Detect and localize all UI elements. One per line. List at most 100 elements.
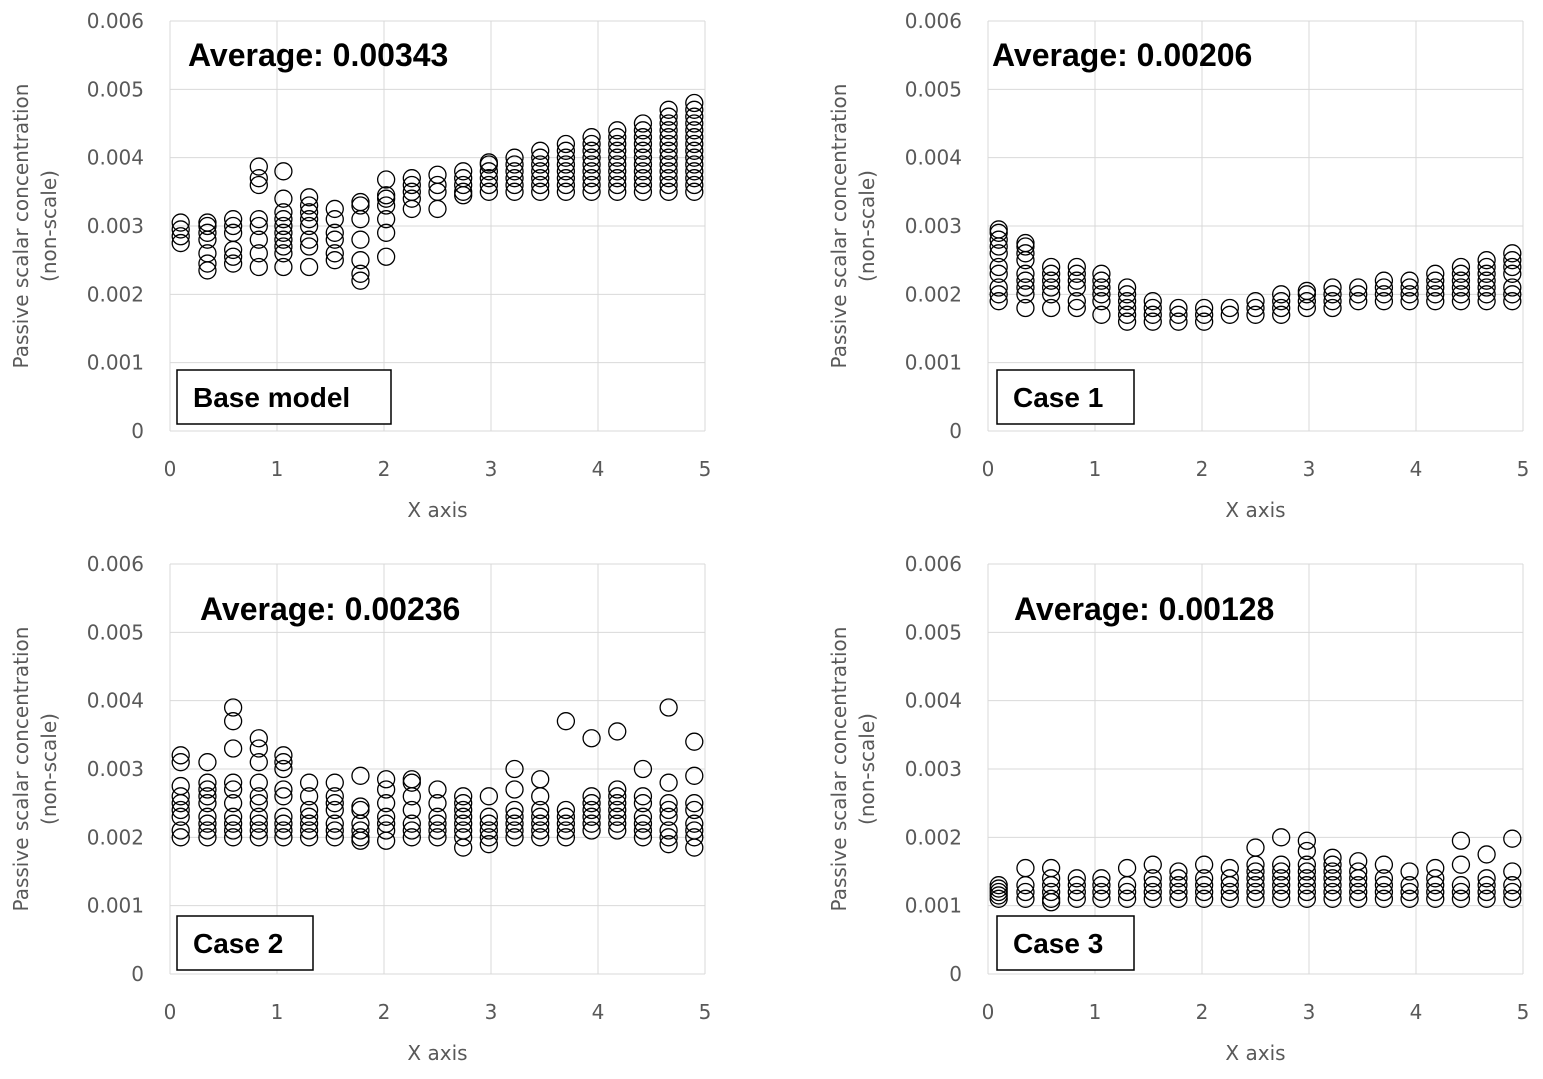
data-point <box>1194 876 1214 895</box>
average-annotation: Average: 0.00236 <box>200 591 460 627</box>
data-point <box>1169 305 1188 324</box>
data-point <box>454 838 473 857</box>
data-point <box>351 800 370 820</box>
data-point <box>249 157 268 176</box>
data-point <box>454 182 473 201</box>
x-tick-label: 0 <box>982 1000 995 1024</box>
data-point <box>633 794 653 813</box>
x-tick-label: 2 <box>378 457 391 481</box>
data-point <box>402 770 421 789</box>
data-point <box>1451 285 1471 304</box>
data-point <box>1016 237 1035 256</box>
data-point <box>376 831 396 850</box>
data-point <box>1323 848 1342 867</box>
data-point <box>989 292 1008 311</box>
y-tick-label: 0.001 <box>905 351 962 375</box>
data-point <box>1374 855 1394 874</box>
data-point <box>1477 278 1496 297</box>
data-point <box>1246 838 1265 857</box>
data-point <box>1041 285 1061 304</box>
data-point <box>1503 244 1522 263</box>
data-point <box>1041 264 1061 283</box>
data-point <box>608 134 627 154</box>
data-point <box>1067 889 1086 908</box>
data-point <box>1297 876 1317 895</box>
data-point <box>989 264 1008 283</box>
data-point <box>505 821 524 840</box>
data-point <box>1477 251 1496 270</box>
data-point <box>198 821 217 840</box>
data-point <box>531 800 550 820</box>
data-point <box>1016 264 1035 283</box>
data-point <box>1067 278 1086 297</box>
data-point <box>223 773 243 792</box>
data-point <box>1297 882 1317 902</box>
data-point <box>1400 862 1419 881</box>
data-point <box>531 770 550 789</box>
data-point <box>1067 298 1086 318</box>
data-point <box>351 210 370 229</box>
data-point <box>1246 298 1265 318</box>
y-axis-title-line: (non-scale) <box>37 170 61 282</box>
y-tick-label: 0.004 <box>87 146 144 170</box>
data-point <box>989 886 1008 905</box>
data-point <box>402 182 421 201</box>
data-point <box>171 800 190 820</box>
data-point <box>685 169 704 188</box>
x-tick-label: 1 <box>271 1000 284 1024</box>
data-point <box>1297 862 1317 881</box>
data-point <box>1400 889 1419 908</box>
data-point <box>659 698 678 717</box>
x-tick-label: 1 <box>1089 1000 1102 1024</box>
data-point <box>633 155 653 174</box>
data-point <box>479 821 499 840</box>
data-point <box>556 134 576 154</box>
data-point <box>659 134 678 154</box>
data-point <box>608 121 627 140</box>
x-tick-label: 5 <box>1517 1000 1530 1024</box>
data-point <box>351 831 370 850</box>
data-point <box>376 186 396 205</box>
case-label: Case 2 <box>193 928 283 959</box>
data-point <box>171 807 190 826</box>
data-point <box>454 807 473 826</box>
data-point <box>1297 281 1317 301</box>
x-tick-label: 4 <box>1410 1000 1423 1024</box>
data-point <box>325 828 344 847</box>
data-point <box>1246 292 1265 311</box>
data-point <box>1041 858 1061 878</box>
data-point <box>685 800 704 820</box>
data-point <box>685 155 704 174</box>
data-point <box>171 753 190 772</box>
data-point <box>376 780 396 799</box>
data-point <box>989 220 1008 239</box>
data-point <box>1016 889 1035 908</box>
data-point <box>633 128 653 147</box>
data-point <box>1451 831 1471 850</box>
data-point <box>531 162 550 181</box>
y-tick-label: 0.006 <box>905 9 962 33</box>
data-point <box>582 787 601 806</box>
data-point <box>556 828 576 847</box>
data-point <box>505 162 524 181</box>
data-point <box>1220 882 1239 902</box>
data-point <box>633 821 653 840</box>
x-tick-label: 5 <box>1517 457 1530 481</box>
y-tick-label: 0.003 <box>905 214 962 238</box>
data-point <box>249 175 268 195</box>
data-point <box>1272 882 1291 902</box>
x-tick-label: 5 <box>699 457 712 481</box>
scatter-chart: 0 0.001 0.002 0.003 0.004 0.005 0.006 0 1 2 3 4 5 X a… <box>827 9 1530 522</box>
data-point <box>1349 862 1368 881</box>
data-point <box>685 182 704 201</box>
data-point <box>633 175 653 195</box>
data-point <box>402 814 421 833</box>
data-point <box>274 237 293 256</box>
data-point <box>299 196 319 215</box>
data-point <box>1297 831 1317 850</box>
data-point <box>274 210 293 229</box>
data-point <box>1143 855 1162 874</box>
data-point <box>1041 271 1061 290</box>
data-point <box>325 794 344 813</box>
